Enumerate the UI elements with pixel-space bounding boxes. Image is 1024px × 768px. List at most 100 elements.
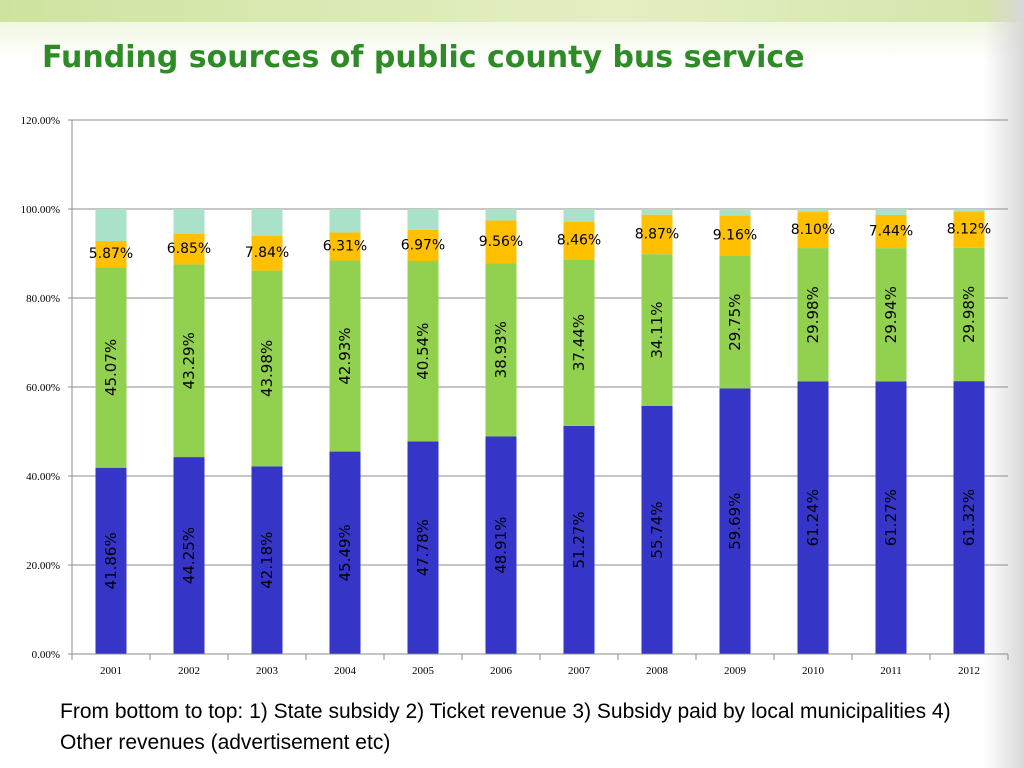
bar-ticket-revenue: [953, 247, 985, 382]
bar-municipal-subsidy: [875, 215, 907, 249]
bar-other-revenues: [797, 209, 829, 213]
data-label-municipal-subsidy: 9.16%: [713, 228, 757, 244]
bar-other-revenues: [563, 209, 595, 222]
bar-other-revenues: [407, 209, 439, 230]
x-tick-label: 2012: [958, 665, 980, 677]
x-tick-label: 2002: [178, 665, 200, 677]
bar-state-subsidy: [407, 441, 439, 654]
bar-ticket-revenue: [719, 255, 751, 389]
data-label-ticket-revenue: 34.11%: [648, 301, 666, 358]
data-label-state-subsidy: 47.78%: [414, 519, 432, 576]
bar-state-subsidy: [251, 466, 283, 654]
data-label-municipal-subsidy: 6.31%: [323, 238, 367, 254]
bar-state-subsidy: [563, 425, 595, 654]
bar-state-subsidy: [95, 467, 127, 654]
bar-ticket-revenue: [641, 254, 673, 406]
bar-other-revenues: [641, 209, 673, 215]
y-tick-label: 100.00%: [21, 204, 60, 216]
bar-municipal-subsidy: [797, 212, 829, 249]
data-label-state-subsidy: 51.27%: [570, 511, 588, 568]
data-label-municipal-subsidy: 6.97%: [401, 237, 445, 253]
bar-municipal-subsidy: [329, 232, 361, 261]
bar-state-subsidy: [485, 436, 517, 654]
bar-state-subsidy: [329, 451, 361, 654]
data-label-state-subsidy: 55.74%: [648, 501, 666, 558]
data-label-municipal-subsidy: 8.46%: [557, 232, 601, 248]
x-tick-label: 2005: [412, 665, 435, 677]
x-tick-label: 2010: [802, 665, 825, 677]
bar-municipal-subsidy: [719, 215, 751, 256]
x-tick-label: 2003: [256, 665, 279, 677]
y-axis: 0.00% 20.00% 40.00% 60.00% 80.00% 100.00% 120.…: [21, 115, 73, 661]
bar-state-subsidy: [953, 381, 985, 654]
stacked-bar-chart: 0.00% 20.00% 40.00% 60.00% 80.00% 100.00% 120.…: [21, 115, 1009, 677]
data-label-state-subsidy: 41.86%: [102, 532, 120, 589]
bar-state-subsidy: [797, 381, 829, 654]
x-tick-label: 2004: [334, 665, 357, 677]
bar-ticket-revenue: [173, 264, 205, 458]
page-title: Funding sources of public county bus ser…: [42, 40, 805, 75]
data-label-ticket-revenue: 45.07%: [102, 339, 120, 396]
top-band: [0, 0, 1024, 22]
data-label-state-subsidy: 61.27%: [882, 489, 900, 546]
bar-other-revenues: [329, 209, 361, 233]
data-label-ticket-revenue: 29.94%: [882, 286, 900, 343]
bar-ticket-revenue: [251, 270, 283, 467]
data-label-state-subsidy: 48.91%: [492, 517, 510, 574]
bar-other-revenues: [953, 209, 985, 212]
gridlines: [72, 119, 1008, 655]
bar-other-revenues: [875, 209, 907, 216]
data-label-municipal-subsidy: 7.84%: [245, 245, 289, 261]
bar-municipal-subsidy: [173, 233, 205, 265]
data-label-municipal-subsidy: 5.87%: [89, 246, 133, 262]
data-label-municipal-subsidy: 8.87%: [635, 226, 679, 242]
x-tick-label: 2011: [880, 665, 902, 677]
x-tick-label: 2007: [568, 665, 591, 677]
data-label-ticket-revenue: 42.93%: [336, 327, 354, 384]
bar-ticket-revenue: [95, 267, 127, 468]
bar-state-subsidy: [173, 457, 205, 654]
bar-ticket-revenue: [485, 263, 517, 437]
y-tick-label: 120.00%: [21, 115, 60, 127]
bar-state-subsidy: [719, 388, 751, 654]
x-tick-label: 2008: [646, 665, 669, 677]
bar-ticket-revenue: [797, 248, 829, 382]
bar-state-subsidy: [641, 405, 673, 654]
bar-ticket-revenue: [875, 248, 907, 382]
y-tick-label: 0.00%: [32, 649, 60, 661]
data-label-ticket-revenue: 29.98%: [804, 286, 822, 343]
bar-municipal-subsidy: [251, 235, 283, 271]
data-label-municipal-subsidy: 9.56%: [479, 234, 523, 250]
bar-other-revenues: [173, 209, 205, 234]
y-tick-label: 80.00%: [26, 293, 60, 305]
data-label-ticket-revenue: 37.44%: [570, 314, 588, 371]
bar-other-revenues: [95, 209, 127, 242]
x-axis: 2001 2002 2003 2004 2005 2006 2007 2008 2009 2010…: [71, 653, 1009, 677]
bar-municipal-subsidy: [95, 241, 127, 268]
y-tick-label: 60.00%: [26, 382, 60, 394]
data-label-state-subsidy: 61.24%: [804, 489, 822, 546]
bar-municipal-subsidy: [485, 220, 517, 264]
data-label-municipal-subsidy: 8.10%: [791, 222, 835, 238]
bar-municipal-subsidy: [407, 229, 439, 261]
bar-ticket-revenue: [407, 260, 439, 442]
data-label-municipal-subsidy: 8.12%: [947, 222, 991, 238]
data-label-state-subsidy: 59.69%: [726, 493, 744, 550]
x-tick-label: 2001: [100, 665, 122, 677]
data-label-ticket-revenue: 38.93%: [492, 321, 510, 378]
bar-municipal-subsidy: [563, 221, 595, 260]
data-label-ticket-revenue: 43.29%: [180, 332, 198, 389]
x-tick-label: 2006: [490, 665, 513, 677]
right-shade: [984, 0, 1024, 768]
data-label-state-subsidy: 61.32%: [960, 489, 978, 546]
bar-municipal-subsidy: [641, 214, 673, 255]
data-label-municipal-subsidy: 6.85%: [167, 241, 211, 257]
data-label-ticket-revenue: 43.98%: [258, 340, 276, 397]
data-label-ticket-revenue: 40.54%: [414, 323, 432, 380]
y-tick-label: 20.00%: [26, 560, 60, 572]
bar-other-revenues: [251, 209, 283, 236]
y-tick-label: 40.00%: [26, 471, 60, 483]
bar-other-revenues: [719, 209, 751, 216]
data-label-state-subsidy: 45.49%: [336, 524, 354, 581]
bar-state-subsidy: [875, 381, 907, 654]
